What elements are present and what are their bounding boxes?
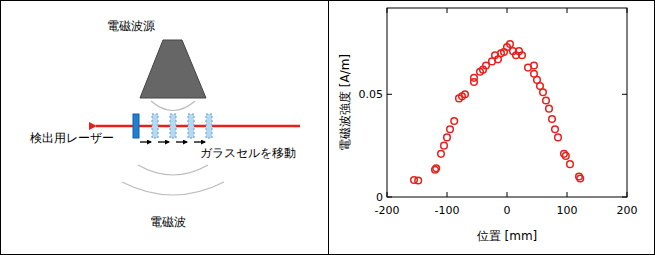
x-tick <box>387 192 388 197</box>
data-point <box>433 165 440 172</box>
x-tick <box>507 8 508 13</box>
diagram: 電磁波源検出用レーザーガラスセルを移動電磁波 <box>30 19 300 229</box>
data-point <box>540 89 547 96</box>
wave-arc <box>151 101 195 111</box>
move-arrow <box>194 141 205 142</box>
data-point <box>471 75 478 82</box>
data-point <box>543 97 550 104</box>
x-tick <box>507 192 508 197</box>
y-tick <box>387 197 392 198</box>
x-tick-label: 100 <box>557 204 578 217</box>
source <box>140 40 206 98</box>
x-axis-label: 位置 [mm] <box>477 229 538 243</box>
x-tick <box>567 192 568 197</box>
y-tick-label: 0.05 <box>359 88 384 101</box>
data-point <box>552 126 559 133</box>
glass-cell <box>133 114 139 138</box>
points <box>411 41 584 184</box>
wave-arc <box>122 182 224 195</box>
source-label: 電磁波源 <box>107 19 155 33</box>
wave-arc <box>138 165 208 175</box>
data-point <box>577 175 584 182</box>
data-point <box>451 118 458 125</box>
data-point <box>462 91 469 98</box>
plot-frame <box>387 8 627 197</box>
data-point <box>447 126 454 133</box>
laser-label: 検出用レーザー <box>30 131 114 145</box>
x-tick-label: -200 <box>375 204 400 217</box>
glass-cell-moved <box>206 114 212 138</box>
x-tick-label: 0 <box>504 204 511 217</box>
outer-border <box>1 1 655 255</box>
wave-label: 電磁波 <box>150 215 186 229</box>
data-point <box>531 62 538 69</box>
data-point <box>441 142 448 149</box>
data-point <box>444 134 451 141</box>
x-tick <box>447 8 448 13</box>
data-point <box>483 62 490 69</box>
x-tick <box>627 192 628 197</box>
data-point <box>567 161 574 168</box>
x-tick <box>447 192 448 197</box>
y-tick <box>622 94 627 95</box>
data-point <box>546 105 553 112</box>
move-arrow <box>176 141 187 142</box>
data-point <box>555 134 562 141</box>
chart: -200 -100 0 100 200 0 0.05 位置 [mm] 電磁波強度 [A/m] <box>338 8 638 243</box>
data-point <box>519 52 526 59</box>
data-point <box>438 151 445 158</box>
y-tick-label: 0 <box>376 191 383 204</box>
x-tick <box>567 8 568 13</box>
laser <box>96 125 300 128</box>
data-point <box>415 177 422 184</box>
figure: 電磁波源検出用レーザーガラスセルを移動電磁波 -200 -100 0 100 200 0 0.… <box>0 0 655 255</box>
move-arrow <box>158 141 169 142</box>
data-point <box>549 116 556 123</box>
y-tick <box>622 197 627 198</box>
glass-cell-moved <box>188 114 194 138</box>
x-tick <box>627 8 628 13</box>
panel-divider <box>328 0 329 255</box>
y-tick <box>387 94 392 95</box>
glass-cell-moved <box>170 114 176 138</box>
glass-cell-moved <box>152 114 158 138</box>
y-axis-label: 電磁波強度 [A/m] <box>338 54 352 151</box>
cell-label: ガラスセルを移動 <box>200 146 296 160</box>
data-point <box>563 153 570 160</box>
x-tick-label: -100 <box>435 204 460 217</box>
x-tick <box>387 8 388 13</box>
data-point <box>507 41 514 48</box>
x-tick-label: 200 <box>617 204 638 217</box>
move-arrow <box>140 141 151 142</box>
